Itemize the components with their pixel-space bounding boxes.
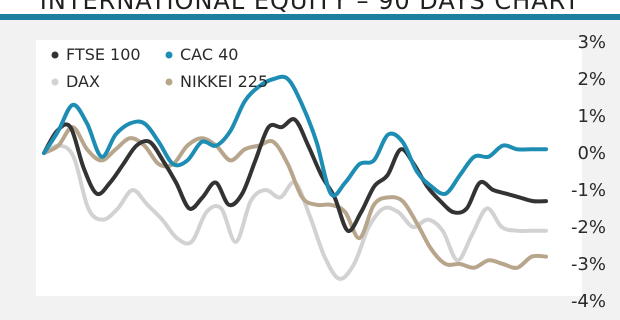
legend-marker-ftse-100 xyxy=(51,51,59,59)
series-line-cac-40 xyxy=(42,74,548,198)
legend-marker-dax xyxy=(51,78,59,86)
y-axis: 3% 2% 1% 0% -1% -2% -3% -4% xyxy=(571,32,606,312)
y-tick-label: -1% xyxy=(571,180,606,201)
title-bar: INTERNATIONAL EQUITY – 90 DAYS CHART xyxy=(0,0,620,14)
legend-label-cac-40: CAC 40 xyxy=(180,45,238,64)
y-tick-label: 2% xyxy=(577,69,606,90)
y-tick-label: -2% xyxy=(571,217,606,238)
title-rule xyxy=(0,14,620,20)
legend: FTSE 100 CAC 40 DAX NIKKEI 225 xyxy=(51,45,268,91)
series-layer xyxy=(42,74,548,281)
series-line-nikkei-225 xyxy=(42,125,548,270)
legend-marker-nikkei-225 xyxy=(165,78,173,86)
plot-area xyxy=(36,40,582,296)
y-tick-label: 1% xyxy=(577,106,606,127)
legend-label-nikkei-225: NIKKEI 225 xyxy=(180,72,268,91)
y-tick-label: -3% xyxy=(571,254,606,275)
chart-title: INTERNATIONAL EQUITY – 90 DAYS CHART xyxy=(39,0,581,14)
legend-label-ftse-100: FTSE 100 xyxy=(66,45,141,64)
y-tick-label: -4% xyxy=(571,291,606,312)
legend-marker-cac-40 xyxy=(165,51,173,59)
y-tick-label: 3% xyxy=(577,32,606,53)
series-line-ftse-100 xyxy=(42,117,548,233)
legend-label-dax: DAX xyxy=(66,72,100,91)
y-tick-label: 0% xyxy=(577,143,606,164)
